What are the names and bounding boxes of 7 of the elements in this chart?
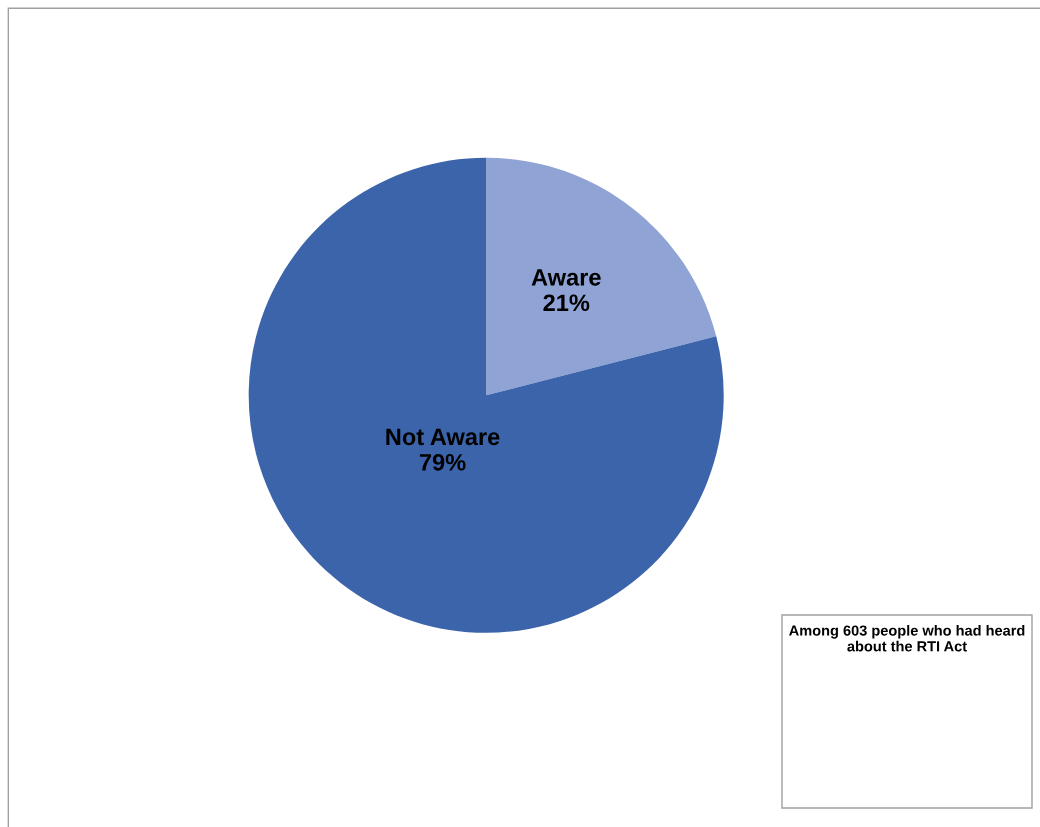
text: Among 603 people who had heard about the RTI Act [789, 625, 1025, 652]
slice-label: Not Aware [386, 428, 500, 446]
pie-slice [248, 157, 724, 633]
data-label: 21% [543, 294, 590, 312]
slice-label: Aware [531, 269, 601, 286]
data-label: 79% [419, 453, 466, 471]
pie-slice [486, 157, 717, 396]
